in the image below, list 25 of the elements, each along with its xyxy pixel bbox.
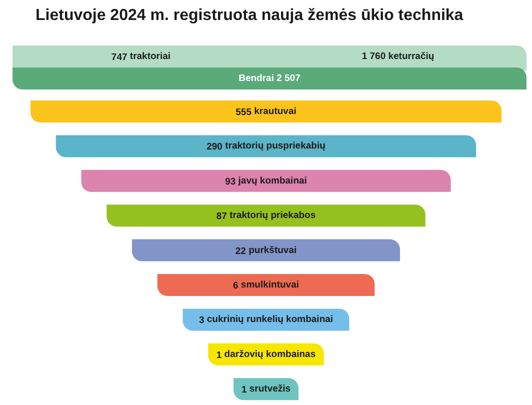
- category-label: srutvežis: [249, 384, 291, 395]
- category-label: traktoriai: [130, 51, 171, 62]
- category-label: daržovių kombainas: [224, 348, 316, 360]
- category-label: traktorių puspriekabių: [225, 140, 326, 152]
- category-label: purkštuvai: [248, 244, 297, 256]
- category-label: javų kombainai: [237, 175, 307, 186]
- data-label: 2 507: [276, 73, 300, 84]
- category-label: smulkintuvai: [240, 280, 300, 290]
- data-label: 6: [233, 280, 238, 292]
- category-label: keturračių: [388, 51, 434, 62]
- data-label: 1: [241, 384, 248, 396]
- category-label: krautuvai: [254, 106, 296, 117]
- data-label: 87: [216, 211, 227, 222]
- data-label: 3: [198, 315, 204, 326]
- data-label: 93: [225, 176, 236, 188]
- category-label: cukrinių runkelių kombainai: [206, 314, 334, 326]
- text: Lietuvoje 2024 m. registruota nauja žemės ūkio technika: [36, 7, 464, 24]
- category-label: Bendrai: [238, 73, 274, 84]
- data-label: 747: [111, 52, 128, 63]
- data-label: 22: [235, 246, 246, 257]
- data-label: 290: [206, 142, 222, 153]
- data-label: 1: [216, 350, 222, 361]
- data-label: 1 760: [362, 51, 386, 62]
- category-label: traktorių priekabos: [230, 210, 316, 222]
- data-label: 555: [236, 107, 252, 118]
